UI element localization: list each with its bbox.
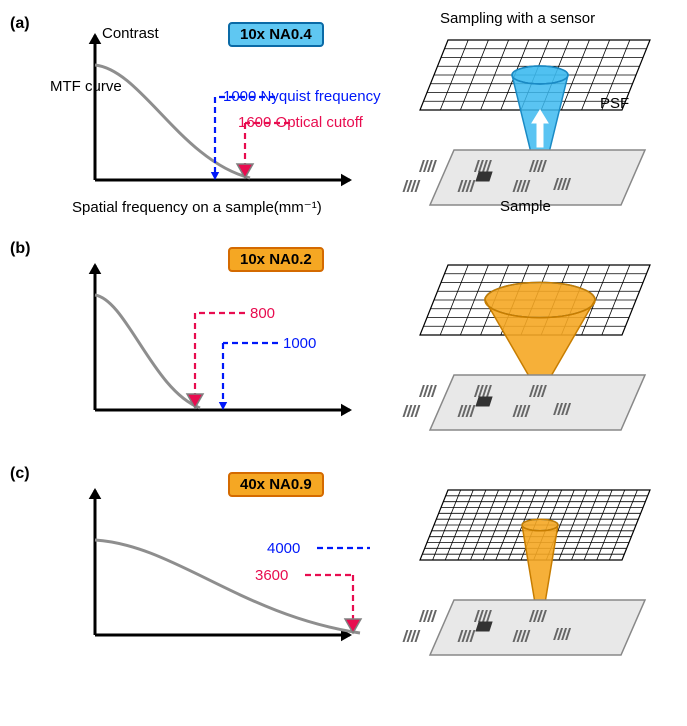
panel-label: (a) bbox=[10, 15, 30, 33]
psf-illustration bbox=[400, 240, 680, 440]
panel-c: (c)40x NA0.940003600 bbox=[10, 460, 677, 675]
y-axis-label: Contrast bbox=[102, 25, 159, 42]
cutoff-label: 3600 bbox=[255, 567, 288, 584]
psf-label: PSF bbox=[600, 95, 629, 112]
panel-b: (b)10x NA0.28001000 bbox=[10, 235, 677, 450]
cutoff-label: 800 bbox=[250, 305, 275, 322]
psf-illustration bbox=[400, 15, 680, 215]
nyquist-label: 1000 bbox=[283, 335, 316, 352]
x-axis-label: Spatial frequency on a sample(mm⁻¹) bbox=[72, 198, 322, 216]
panel-label: (c) bbox=[10, 465, 30, 483]
sensor-title: Sampling with a sensor bbox=[440, 10, 595, 27]
psf-illustration bbox=[400, 465, 680, 665]
mtf-chart bbox=[40, 255, 370, 435]
nyquist-label: 4000 bbox=[267, 540, 300, 557]
panel-label: (b) bbox=[10, 240, 30, 258]
sample-label: Sample bbox=[500, 198, 551, 215]
mtf-chart bbox=[40, 480, 370, 660]
mtf-curve-label: MTF curve bbox=[50, 78, 122, 95]
cutoff-label: 1600 Optical cutoff bbox=[238, 114, 363, 131]
panel-a: (a)10x NA0.4ContrastMTF curveSpatial fre… bbox=[10, 10, 677, 225]
nyquist-label: 1000 Nyquist frequency bbox=[223, 88, 381, 105]
